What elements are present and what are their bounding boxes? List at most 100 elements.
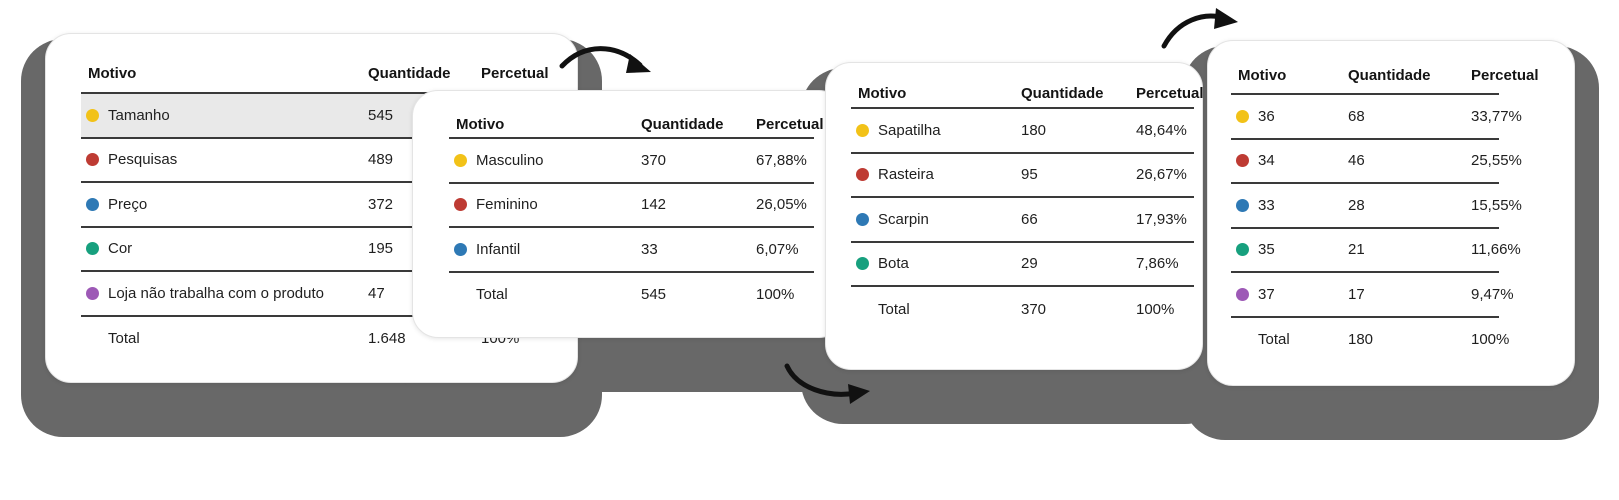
column-header-motivo: Motivo bbox=[88, 64, 137, 82]
row-quantidade: 33 bbox=[641, 240, 658, 258]
drilldown-arrow-icon bbox=[784, 363, 870, 404]
drilldown-arrow-icon bbox=[559, 46, 651, 73]
table-card-tipo: Motivo Quantidade Percetual Sapatilha 18… bbox=[825, 62, 1204, 370]
table-row[interactable]: Masculino 370 67,88% bbox=[449, 139, 814, 184]
drilldown-arrow-icon bbox=[1161, 8, 1238, 49]
category-dot bbox=[86, 197, 99, 211]
category-dot bbox=[454, 153, 467, 167]
table-row[interactable]: Infantil 33 6,07% bbox=[449, 228, 814, 273]
row-quantidade: 17 bbox=[1348, 285, 1365, 303]
category-dot bbox=[856, 212, 869, 226]
category-dot bbox=[1236, 287, 1249, 301]
total-label: Total bbox=[1258, 331, 1290, 349]
table-row[interactable]: 34 46 25,55% bbox=[1231, 140, 1522, 184]
row-percetual: 6,07% bbox=[756, 240, 799, 258]
row-quantidade: 370 bbox=[641, 151, 667, 169]
column-header-motivo: Motivo bbox=[858, 84, 907, 102]
row-label: Bota bbox=[878, 255, 909, 273]
row-quantidade: 372 bbox=[368, 195, 394, 213]
row-label: Scarpin bbox=[878, 210, 929, 228]
total-label: Total bbox=[476, 286, 508, 304]
column-header-motivo: Motivo bbox=[1238, 66, 1287, 84]
row-percetual: 7,86% bbox=[1136, 255, 1179, 273]
table-row[interactable]: Loja não trabalha com o produto 47 bbox=[81, 272, 547, 317]
row-label: Masculino bbox=[476, 151, 544, 169]
table-row[interactable]: Bota 29 7,86% bbox=[851, 243, 1194, 287]
row-percetual: 11,66% bbox=[1471, 241, 1521, 259]
category-dot bbox=[86, 108, 99, 122]
table-row[interactable]: 36 68 33,77% bbox=[1231, 95, 1522, 140]
table-row[interactable]: Feminino 142 26,05% bbox=[449, 184, 814, 228]
total-quantidade: 180 bbox=[1348, 331, 1374, 349]
category-dot bbox=[1236, 109, 1249, 123]
table-total-row: Total 370 100% bbox=[851, 287, 1194, 332]
column-header-percetual: Percetual bbox=[481, 64, 549, 82]
row-quantidade: 195 bbox=[368, 240, 394, 258]
row-label: 34 bbox=[1258, 152, 1275, 170]
table-row[interactable]: Cor 195 bbox=[81, 228, 547, 272]
row-label: Tamanho bbox=[108, 106, 170, 124]
category-dot bbox=[856, 123, 869, 137]
table-header-row: Motivo Quantidade Percetual bbox=[449, 111, 824, 139]
row-percetual: 17,93% bbox=[1136, 210, 1187, 228]
row-label: Cor bbox=[108, 240, 133, 258]
table-total-row: Total 180 100% bbox=[1231, 318, 1509, 363]
data-table: Motivo Quantidade Percetual 36 68 33,77%… bbox=[1231, 57, 1539, 363]
row-quantidade: 47 bbox=[368, 284, 385, 302]
table-row[interactable]: Pesquisas 489 bbox=[81, 139, 547, 183]
total-quantidade: 370 bbox=[1021, 300, 1047, 318]
row-quantidade: 489 bbox=[368, 151, 394, 169]
category-dot bbox=[1236, 243, 1249, 257]
column-header-percetual: Percetual bbox=[1136, 84, 1204, 102]
row-label: Pesquisas bbox=[108, 151, 178, 169]
row-quantidade: 28 bbox=[1348, 196, 1365, 214]
table-row[interactable]: 35 21 11,66% bbox=[1231, 229, 1521, 273]
row-label: 33 bbox=[1258, 196, 1275, 214]
row-quantidade: 180 bbox=[1021, 121, 1047, 139]
row-quantidade: 142 bbox=[641, 196, 667, 214]
row-label: Loja não trabalha com o produto bbox=[108, 284, 324, 302]
row-percetual: 67,88% bbox=[756, 151, 807, 169]
table-header-row: Motivo Quantidade Percetual bbox=[851, 79, 1204, 109]
total-percetual: 100% bbox=[1471, 331, 1510, 349]
column-header-percetual: Percetual bbox=[1471, 66, 1539, 84]
table-total-row: Total 545 100% bbox=[449, 273, 814, 318]
row-percetual: 48,64% bbox=[1136, 121, 1187, 139]
row-label: Rasteira bbox=[878, 166, 934, 184]
row-label: Feminino bbox=[476, 196, 538, 214]
column-header-quantidade: Quantidade bbox=[1348, 66, 1431, 84]
table-card-numeracao: Motivo Quantidade Percetual 36 68 33,77%… bbox=[1207, 40, 1575, 386]
category-dot bbox=[1236, 154, 1249, 168]
category-dot bbox=[454, 242, 467, 256]
row-quantidade: 545 bbox=[368, 106, 394, 124]
table-row[interactable]: Sapatilha 180 48,64% bbox=[851, 109, 1194, 154]
row-percetual: 26,67% bbox=[1136, 166, 1187, 184]
column-header-motivo: Motivo bbox=[456, 115, 505, 133]
table-row[interactable]: Rasteira 95 26,67% bbox=[851, 154, 1194, 198]
total-percetual: 100% bbox=[756, 286, 795, 304]
row-label: 36 bbox=[1258, 107, 1275, 125]
table-row[interactable]: Scarpin 66 17,93% bbox=[851, 198, 1194, 243]
category-dot bbox=[86, 286, 99, 300]
category-dot bbox=[86, 153, 99, 167]
row-percetual: 25,55% bbox=[1471, 152, 1522, 170]
row-label: Infantil bbox=[476, 240, 521, 258]
category-dot bbox=[454, 198, 467, 212]
row-label: 37 bbox=[1258, 285, 1275, 303]
table-row[interactable]: 37 17 9,47% bbox=[1231, 273, 1514, 318]
table-header-row: Motivo Quantidade Percetual bbox=[1231, 57, 1539, 95]
row-quantidade: 66 bbox=[1021, 210, 1038, 228]
table-row[interactable]: Preço 372 bbox=[81, 183, 547, 228]
category-dot bbox=[856, 257, 869, 271]
row-percetual: 33,77% bbox=[1471, 107, 1522, 125]
table-row[interactable]: 33 28 15,55% bbox=[1231, 184, 1522, 229]
total-percetual: 100% bbox=[1136, 300, 1175, 318]
category-dot bbox=[856, 168, 869, 182]
total-quantidade: 545 bbox=[641, 286, 667, 304]
row-quantidade: 21 bbox=[1348, 241, 1365, 259]
category-dot bbox=[1236, 198, 1249, 212]
data-table: Motivo Quantidade Percetual Sapatilha 18… bbox=[851, 79, 1204, 332]
table-card-genero: Motivo Quantidade Percetual Masculino 37… bbox=[412, 90, 845, 338]
row-quantidade: 68 bbox=[1348, 107, 1365, 125]
